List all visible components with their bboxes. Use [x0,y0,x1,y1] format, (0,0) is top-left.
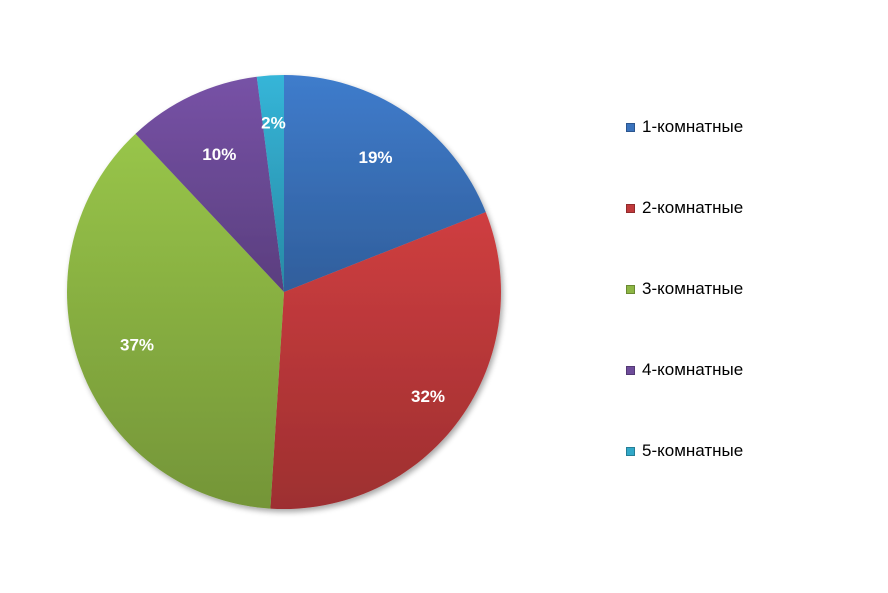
legend-swatch-3-room [626,284,635,294]
data-label-1-room: 19% [358,148,392,167]
legend-label-1-room: 1-комнатные [642,117,744,136]
legend-label-3-room: 3-комнатные [642,279,744,298]
data-label-4-room: 10% [202,145,236,164]
legend-item-5-room: 5-комнатные [626,439,743,463]
legend-item-2-room: 2-комнатные [626,196,743,220]
legend-swatch-2-room [626,203,635,213]
legend-label-5-room: 5-комнатные [642,441,744,460]
pie-slice-4-room [135,76,284,292]
pie-slice-3-room [66,133,284,509]
legend-swatch-4-room [626,365,635,375]
pie-slice-2-room [270,212,502,509]
legend-item-1-room: 1-комнатные [626,115,743,139]
legend-label-4-room: 4-комнатные [642,360,744,379]
legend-swatch-1-room [626,122,635,132]
legend-item-4-room: 4-комнатные [626,358,743,382]
data-label-2-room: 32% [411,387,445,406]
pie-slice-1-room [284,75,486,292]
legend-label-2-room: 2-комнатные [642,198,744,217]
data-label-5-room: 2% [261,114,286,133]
legend-item-3-room: 3-комнатные [626,277,743,301]
pie-slice-5-room [256,75,284,292]
legend-swatch-5-room [626,446,635,456]
data-label-3-room: 37% [120,335,154,354]
